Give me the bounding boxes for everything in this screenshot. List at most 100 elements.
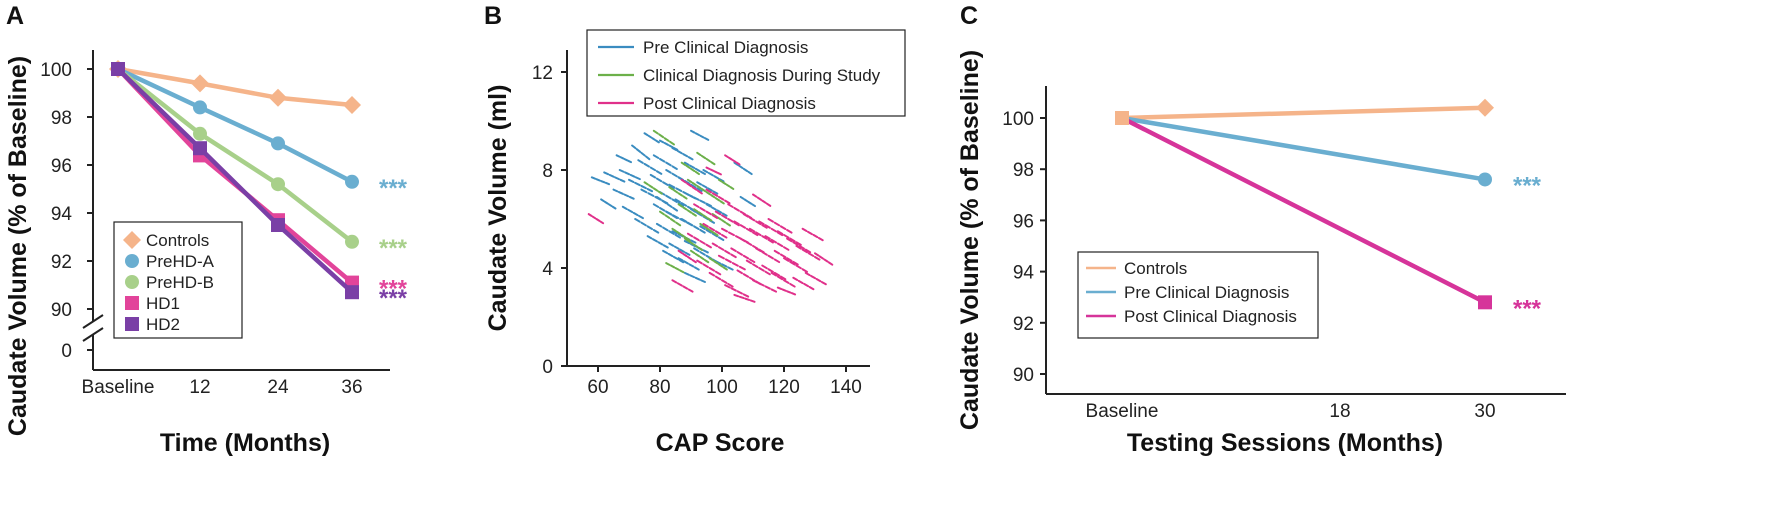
- panel-b-y-tick-label: 12: [532, 63, 553, 84]
- panel-b-trajectory-dash: [691, 186, 698, 191]
- panel-b-trajectory-dash: [607, 203, 613, 208]
- panel-b-trajectory-dash: [748, 227, 756, 233]
- panel-b-y-tick-label: 0: [542, 357, 553, 378]
- panel-b-trajectory-dash: [730, 247, 737, 253]
- panel-b-trajectory-dash: [721, 233, 728, 239]
- panel-b-trajectory-dash: [672, 214, 680, 219]
- panel-b-trajectory-dash: [801, 248, 809, 254]
- panel-b-trajectory-dash: [690, 239, 697, 244]
- panel-b-trajectory-dash: [604, 181, 611, 186]
- panel-b-trajectory-dash: [676, 282, 683, 287]
- panel-b-trajectory-dash: [779, 253, 787, 259]
- panel-b-trajectory-dash: [815, 278, 822, 283]
- panel-b-trajectory-dash: [773, 221, 781, 227]
- panel-b-trajectory-dash: [671, 146, 678, 152]
- panel-a-legend-marker: [125, 254, 139, 268]
- panel-a-axis-break: [82, 314, 104, 342]
- panel-b-ylabel: Caudate Volume (ml): [484, 85, 512, 332]
- panel-b-y-ticks: 0 4 8 12: [532, 63, 567, 378]
- panel-a-y-ticks: 0 90 92 94 96 98 100: [40, 60, 93, 362]
- panel-b-trajectory-dash: [711, 232, 719, 238]
- panel-c-annotations: *** ***: [1513, 172, 1542, 322]
- panel-c: C Caudate Volume (% of Baseline) Testing…: [956, 2, 1566, 457]
- panel-b-trajectory-dash: [727, 156, 733, 161]
- panel-b-trajectory-dash: [618, 169, 625, 173]
- panel-b-trajectory-dash: [699, 229, 706, 234]
- panel-b-trajectory-dash: [668, 184, 675, 190]
- panel-b-trajectory-dash: [717, 172, 722, 176]
- panel-b-trajectory-dash: [683, 271, 690, 276]
- panel-b-trajectory-dash: [671, 165, 678, 170]
- panel-b-trajectory-dash: [801, 268, 809, 273]
- panel-b-trajectory-dash: [764, 285, 771, 290]
- panel-b-trajectory-dash: [634, 218, 641, 223]
- panel-b-trajectory-dash: [742, 273, 750, 278]
- panel-b-trajectory-dash: [751, 203, 757, 208]
- panel-c-data-point: [1476, 98, 1494, 117]
- panel-b-trajectory-dash: [733, 220, 740, 226]
- panel-b-trajectory-dash: [628, 178, 635, 184]
- panel-b-trajectory-dash: [814, 252, 820, 257]
- panel-b-trajectory-dash: [795, 264, 802, 270]
- panel-b-trajectory-dash: [725, 183, 731, 188]
- panel-b-trajectory-dash: [663, 142, 669, 146]
- panel-b-trajectory-dash: [694, 167, 701, 172]
- panel-b-x-tick-label: 140: [830, 377, 862, 398]
- panel-c-data-point: [1478, 172, 1492, 187]
- panel-b-trajectory-dash: [713, 170, 719, 174]
- panel-c-significance-stars: ***: [1513, 172, 1542, 199]
- panel-b-trajectory-dash: [708, 267, 716, 272]
- panel-b-trajectory-dash: [702, 263, 709, 268]
- panel-b-segments: [587, 129, 834, 303]
- panel-b-trajectory-dash: [693, 243, 699, 248]
- panel-b-trajectory-dash: [776, 275, 784, 281]
- panel-a-significance-stars: ***: [379, 175, 408, 202]
- panel-b-trajectory-dash: [761, 235, 768, 240]
- panel-b-trajectory-dash: [721, 279, 728, 284]
- panel-a-y-tick-label: 92: [51, 252, 72, 273]
- panel-b-trajectory-dash: [595, 218, 601, 222]
- panel-b-trajectory-dash: [599, 220, 605, 225]
- panel-b-trajectory-dash: [721, 214, 728, 219]
- panel-b-trajectory-dash: [663, 137, 670, 142]
- panel-a-series-line: [117, 66, 354, 184]
- panel-b-trajectory-dash: [786, 290, 792, 294]
- panel-b-trajectory-dash: [764, 224, 771, 229]
- panel-b-trajectory-dash: [783, 279, 790, 284]
- panel-b-trajectory-dash: [742, 293, 750, 298]
- panel-b-x-ticks: 60 80 100 120 140: [587, 366, 862, 398]
- panel-a-y-tick-label: 0: [61, 341, 72, 362]
- panel-b-trajectory-dash: [776, 231, 784, 237]
- panel-a-legend-marker: [125, 296, 139, 310]
- panel-c-x-ticks: Baseline 18 30: [1086, 401, 1496, 422]
- panel-b-trajectory-dash: [699, 225, 706, 230]
- panel-b-trajectory-dash: [686, 182, 693, 188]
- panel-b-trajectory-dash: [691, 212, 697, 217]
- panel-b-trajectory-dash: [603, 200, 609, 205]
- panel-b-trajectory-dash: [696, 187, 703, 193]
- panel-b-trajectory-dash: [708, 226, 716, 232]
- panel-b-trajectory-dash: [648, 184, 654, 189]
- panel-a-data-point: [193, 100, 207, 115]
- panel-b-trajectory-dash: [686, 221, 694, 227]
- panel-b-trajectory-dash: [770, 288, 778, 293]
- panel-b-trajectory-dash: [694, 276, 701, 281]
- panel-b-trajectory-dash: [674, 267, 680, 271]
- panel-b-trajectory-dash: [756, 196, 762, 201]
- panel-b-trajectory-dash: [632, 211, 639, 217]
- panel-b-x-tick-label: 100: [706, 377, 738, 398]
- panel-b-trajectory-dash: [682, 285, 689, 290]
- panel-b-trajectory-dash: [683, 260, 689, 265]
- panel-b-trajectory-dash: [711, 214, 719, 219]
- panel-b-trajectory-dash: [685, 236, 691, 242]
- panel-b-trajectory-dash: [668, 183, 676, 189]
- panel-c-x-tick-label: Baseline: [1086, 401, 1159, 422]
- panel-b-trajectory-dash: [671, 230, 678, 235]
- panel-b-trajectory-dash: [814, 255, 821, 261]
- panel-b-trajectory-dash: [749, 299, 756, 303]
- panel-a-data-point: [271, 177, 285, 192]
- panel-b-trajectory-dash: [677, 192, 683, 197]
- panel-b-trajectory-dash: [687, 156, 694, 161]
- panel-c-y-tick-label: 90: [1013, 365, 1034, 386]
